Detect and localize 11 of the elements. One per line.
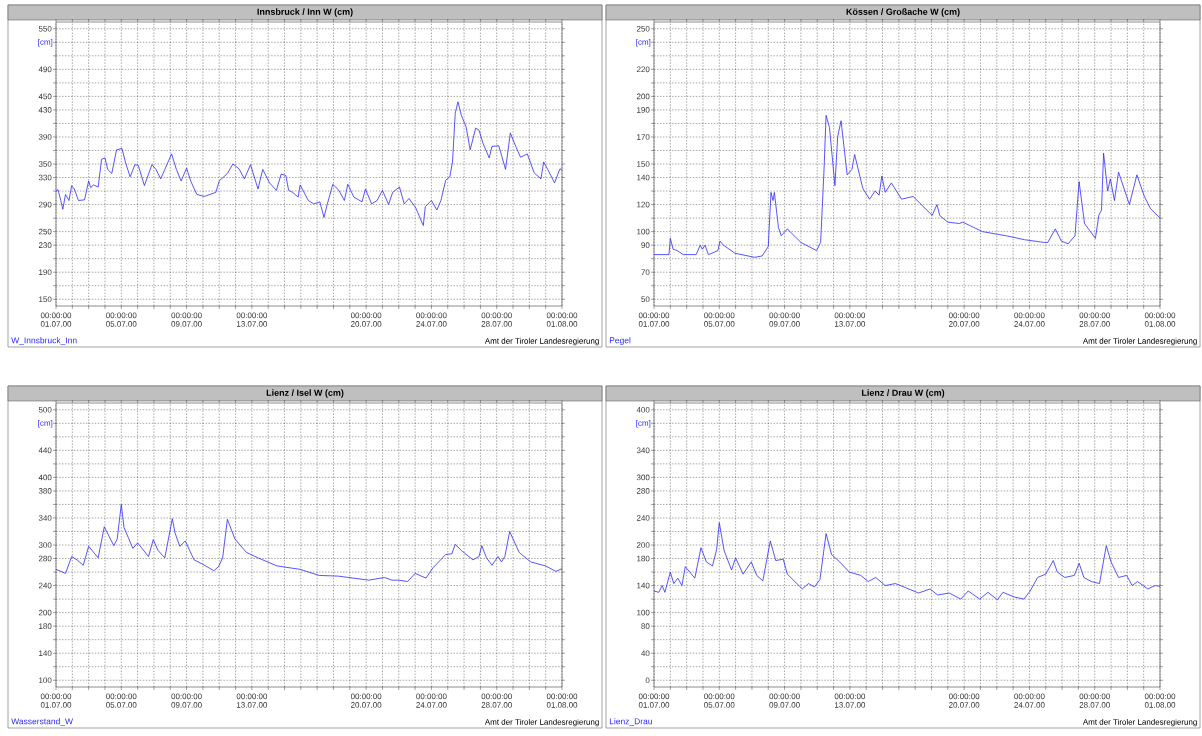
text: Lienz_Drau (609, 718, 652, 726)
chart-title: Lienz / Drau W (cm) (862, 389, 945, 398)
line-series (654, 522, 1161, 601)
text: Pegel (609, 337, 631, 345)
line-series (56, 504, 563, 582)
chart-title: Innsbruck / Inn W (cm) (257, 8, 353, 17)
text: W_Innsbruck_Inn (11, 337, 77, 345)
text: Wasserstand_W (11, 718, 73, 726)
line-series (56, 101, 563, 226)
chart-title: Lienz / Isel W (cm) (266, 389, 344, 398)
chart-title: Kössen / Großache W (cm) (846, 8, 960, 17)
